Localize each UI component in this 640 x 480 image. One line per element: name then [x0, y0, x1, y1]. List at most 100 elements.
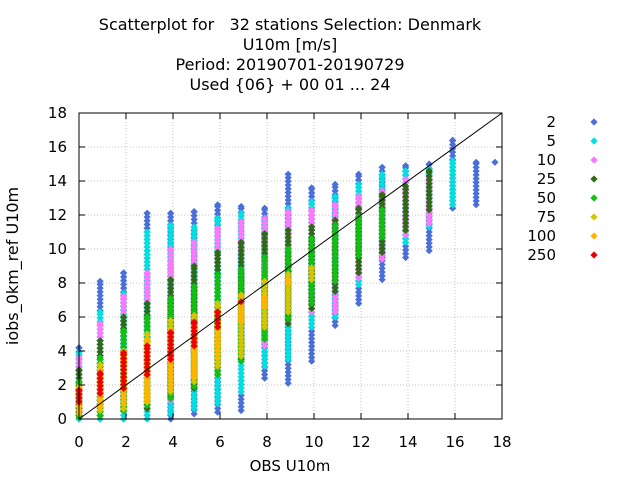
data-point-10 [120, 302, 128, 310]
data-point-250 [143, 371, 151, 379]
data-point-5 [143, 411, 151, 419]
data-point-2 [284, 170, 292, 178]
data-point-5 [284, 344, 292, 352]
data-point-10 [425, 216, 433, 224]
data-point-25 [331, 216, 339, 224]
data-point-25 [355, 261, 363, 269]
data-point-2 [308, 342, 316, 350]
data-point-5 [284, 340, 292, 349]
data-point-2 [378, 276, 386, 284]
data-point-75 [261, 316, 269, 324]
data-point-25 [120, 320, 128, 329]
data-point-5 [449, 182, 457, 190]
data-point-75 [284, 297, 292, 305]
data-point-50 [331, 266, 339, 274]
data-point-25 [378, 237, 386, 245]
data-point-25 [190, 268, 198, 277]
data-point-2 [425, 247, 433, 255]
data-point-50 [237, 282, 245, 290]
data-point-50 [355, 248, 363, 256]
data-point-75 [237, 291, 245, 299]
data-point-10 [96, 320, 104, 328]
data-point-50 [284, 255, 292, 263]
data-point-10 [331, 207, 339, 215]
data-point-5 [143, 239, 151, 247]
data-point-5 [143, 254, 151, 262]
data-point-50 [331, 240, 339, 248]
data-point-250 [143, 352, 151, 360]
data-point-250 [143, 367, 151, 375]
data-point-75 [284, 293, 292, 301]
data-point-2 [96, 277, 104, 285]
data-point-2 [449, 136, 457, 144]
data-point-2 [308, 346, 316, 354]
legend-label-25: 25 [537, 170, 556, 188]
data-point-10 [402, 231, 410, 239]
data-point-50 [355, 222, 363, 230]
data-point-5 [190, 233, 198, 241]
data-point-100 [190, 357, 198, 366]
data-point-50 [331, 251, 339, 259]
data-point-25 [308, 223, 316, 231]
data-point-2 [284, 196, 292, 204]
data-point-75 [237, 322, 245, 330]
data-point-100 [237, 305, 245, 313]
data-point-10 [308, 218, 316, 226]
data-point-100 [190, 372, 198, 381]
data-point-50 [308, 235, 316, 243]
data-point-25 [167, 288, 175, 296]
data-point-5 [308, 316, 316, 324]
data-point-5 [190, 390, 198, 398]
data-point-2 [167, 213, 175, 221]
legend-marker-75 [590, 213, 598, 221]
legend-label-5: 5 [546, 132, 556, 150]
data-point-250 [96, 374, 104, 383]
data-point-75 [190, 378, 198, 386]
data-point-25 [284, 234, 292, 242]
data-point-10 [355, 192, 363, 200]
data-point-75 [284, 289, 292, 297]
data-point-100 [237, 309, 245, 317]
data-point-25 [402, 193, 410, 201]
data-point-5 [284, 348, 292, 356]
data-point-5 [449, 201, 457, 209]
data-point-25 [402, 196, 410, 204]
data-point-250 [120, 373, 128, 381]
data-point-250 [167, 355, 175, 364]
data-point-25 [425, 176, 433, 184]
data-point-5 [284, 325, 292, 334]
data-point-5 [261, 355, 269, 363]
y-tick-label: 12 [48, 206, 67, 224]
data-point-100 [143, 337, 151, 345]
data-point-250 [167, 328, 175, 336]
data-point-50 [378, 214, 386, 222]
data-point-50 [237, 286, 245, 294]
data-point-25 [425, 180, 433, 188]
data-point-100 [167, 362, 175, 370]
x-tick-label: 6 [215, 433, 225, 451]
data-point-50 [261, 331, 269, 339]
data-point-5 [284, 337, 292, 345]
data-point-250 [167, 333, 175, 341]
data-point-2 [425, 243, 433, 251]
data-point-2 [284, 372, 292, 380]
data-point-50 [96, 412, 104, 420]
data-point-25 [308, 230, 316, 238]
data-point-100 [214, 331, 222, 339]
data-point-75 [284, 304, 292, 312]
data-point-50 [331, 229, 339, 237]
data-point-5 [308, 323, 316, 331]
legend-marker-25 [590, 175, 598, 183]
data-point-10 [331, 201, 339, 209]
data-point-2 [402, 242, 410, 250]
data-point-2 [261, 370, 269, 379]
data-point-10 [214, 236, 222, 244]
data-point-2 [308, 331, 316, 339]
data-point-10 [190, 250, 198, 258]
data-point-2 [120, 269, 128, 277]
data-point-10 [120, 305, 128, 314]
data-point-5 [167, 227, 175, 235]
data-point-5 [449, 167, 457, 175]
data-point-5 [120, 411, 128, 419]
